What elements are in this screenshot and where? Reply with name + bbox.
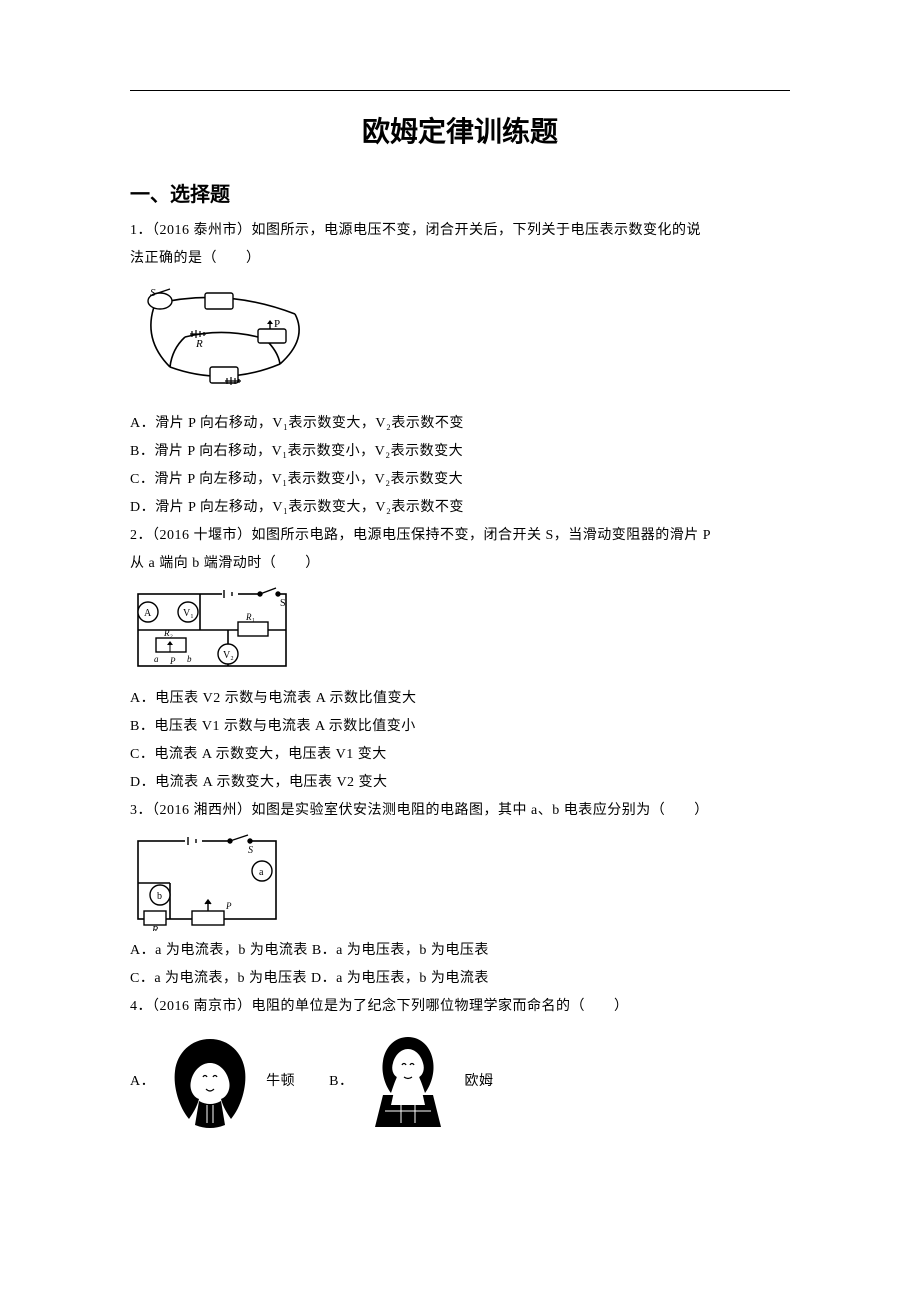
q3-circuit-svg: b a S P R bbox=[130, 831, 285, 931]
q1-stem-line2-text: 法正确的是 bbox=[130, 251, 203, 266]
q2-blank: （ ） bbox=[262, 556, 320, 571]
section-heading: 一、选择题 bbox=[130, 178, 790, 207]
q2-stem-line2-text: 从 a 端向 b 端滑动时 bbox=[130, 556, 262, 571]
q1-option-b: B．滑片 P 向右移动，V₁表示数变小，V₂表示数变大 bbox=[130, 438, 790, 466]
svg-text:P: P bbox=[274, 318, 280, 330]
svg-text:P: P bbox=[225, 901, 232, 911]
svg-text:V₁: V₁ bbox=[183, 608, 194, 619]
svg-text:b: b bbox=[157, 891, 162, 902]
q1-stem-line1: 1．（2016 泰州市）如图所示，电源电压不变，闭合开关后，下列关于电压表示数变… bbox=[130, 217, 790, 245]
q1-circuit-figure: S R P bbox=[130, 279, 790, 404]
q4-stem: 4．（2016 南京市）电阻的单位是为了纪念下列哪位物理学家而命名的（ ） bbox=[130, 993, 790, 1021]
q4-name-a: 牛顿 bbox=[266, 1075, 295, 1089]
q2-option-a: A．电压表 V2 示数与电流表 A 示数比值变大 bbox=[130, 685, 790, 713]
q3-stem-text: 3．（2016 湘西州）如图是实验室伏安法测电阻的电路图，其中 a、b 电表应分… bbox=[130, 803, 651, 818]
q3-option-ab: A．a 为电流表，b 为电流表 B．a 为电压表，b 为电压表 bbox=[130, 937, 790, 965]
q4-blank: （ ） bbox=[571, 999, 629, 1014]
svg-text:R₁: R₁ bbox=[245, 612, 255, 622]
svg-text:a: a bbox=[154, 654, 159, 664]
svg-text:a: a bbox=[259, 867, 264, 878]
q2-circuit-figure: A V₁ V₂ R₁ R₂ S a b P bbox=[130, 584, 790, 679]
svg-text:P: P bbox=[169, 656, 176, 666]
q2-option-d: D．电流表 A 示数变大，电压表 V2 变大 bbox=[130, 769, 790, 797]
q4-label-a: A． bbox=[130, 1075, 155, 1089]
svg-text:S: S bbox=[150, 287, 156, 299]
top-rule bbox=[130, 90, 790, 91]
q3-stem: 3．（2016 湘西州）如图是实验室伏安法测电阻的电路图，其中 a、b 电表应分… bbox=[130, 797, 790, 825]
svg-text:S: S bbox=[280, 598, 286, 609]
q3-blank: （ ） bbox=[651, 803, 709, 818]
q4-name-b: 欧姆 bbox=[464, 1075, 493, 1089]
q4-portrait-ohm bbox=[361, 1027, 456, 1137]
q1-option-d: D．滑片 P 向左移动，V₁表示数变大，V₂表示数不变 bbox=[130, 494, 790, 522]
q4-label-b: B． bbox=[329, 1075, 353, 1089]
q1-circuit-svg: S R P bbox=[130, 279, 320, 404]
page-content: 欧姆定律训练题 一、选择题 1．（2016 泰州市）如图所示，电源电压不变，闭合… bbox=[0, 0, 920, 1197]
q1-stem-line2: 法正确的是（ ） bbox=[130, 245, 790, 273]
q3-circuit-figure: b a S P R bbox=[130, 831, 790, 931]
q1-option-c: C．滑片 P 向左移动，V₁表示数变小，V₂表示数变大 bbox=[130, 466, 790, 494]
page-title: 欧姆定律训练题 bbox=[130, 110, 790, 150]
q4-portrait-newton bbox=[163, 1027, 258, 1137]
q2-stem-line1: 2．（2016 十堰市）如图所示电路，电源电压保持不变，闭合开关 S，当滑动变阻… bbox=[130, 522, 790, 550]
q2-circuit-svg: A V₁ V₂ R₁ R₂ S a b P bbox=[130, 584, 295, 679]
q3-option-cd: C．a 为电流表，b 为电压表 D．a 为电压表，b 为电流表 bbox=[130, 965, 790, 993]
svg-text:S: S bbox=[248, 845, 253, 856]
q4-options-row: A． 牛顿 B． bbox=[130, 1027, 790, 1137]
svg-text:R₂: R₂ bbox=[163, 628, 173, 638]
svg-text:V₂: V₂ bbox=[223, 650, 234, 661]
svg-text:R: R bbox=[195, 338, 203, 350]
svg-text:b: b bbox=[187, 654, 192, 664]
q1-option-a: A．滑片 P 向右移动，V₁表示数变大，V₂表示数不变 bbox=[130, 410, 790, 438]
q2-stem-line2: 从 a 端向 b 端滑动时（ ） bbox=[130, 550, 790, 578]
svg-text:A: A bbox=[144, 608, 152, 619]
q4-stem-text: 4．（2016 南京市）电阻的单位是为了纪念下列哪位物理学家而命名的 bbox=[130, 999, 571, 1014]
svg-text:R: R bbox=[151, 925, 158, 931]
q1-blank: （ ） bbox=[203, 251, 261, 266]
q2-option-c: C．电流表 A 示数变大，电压表 V1 变大 bbox=[130, 741, 790, 769]
q2-option-b: B．电压表 V1 示数与电流表 A 示数比值变小 bbox=[130, 713, 790, 741]
